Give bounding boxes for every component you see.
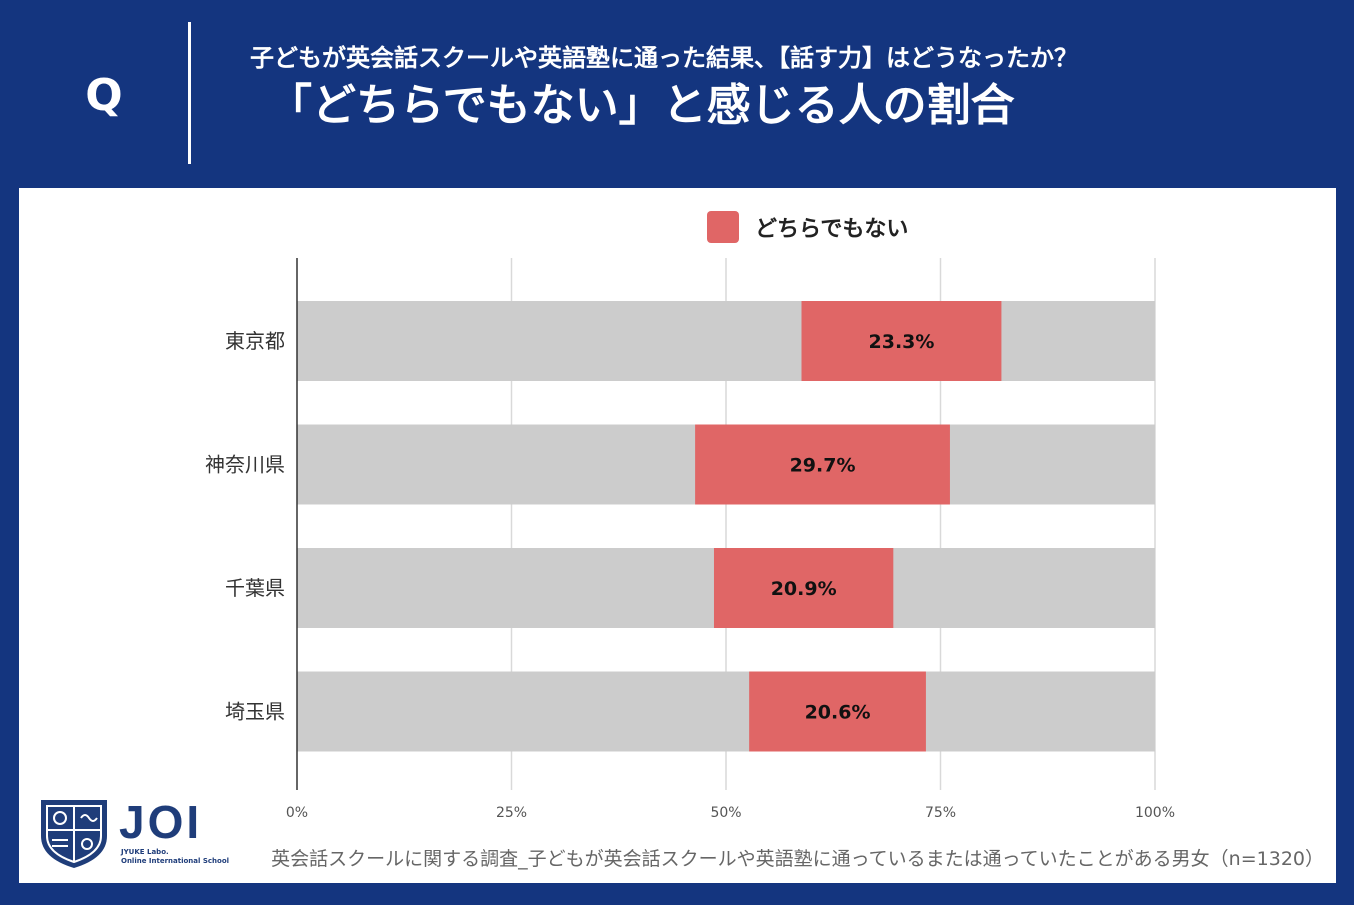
data-label: 29.7% bbox=[790, 455, 856, 477]
legend-swatch bbox=[707, 211, 739, 243]
tick-label: 0% bbox=[286, 805, 308, 821]
bar-chart: 23.3% 東京都 29.7% 神奈川県 20.9% 千葉県 20.6% 埼玉県 0% 25% 50… bbox=[205, 258, 1175, 821]
header-divider bbox=[188, 22, 191, 164]
bar-segment bbox=[749, 671, 926, 752]
category-label: 埼玉県 bbox=[225, 700, 285, 724]
footnote: 英会話スクールに関する調査_子どもが英会話スクールや英語塾に通っているまたは通っ… bbox=[271, 848, 1324, 870]
logo-text: JOI bbox=[119, 796, 203, 848]
tick-label: 50% bbox=[710, 805, 741, 821]
category-label: 東京都 bbox=[225, 329, 285, 353]
q-mark: Q bbox=[85, 70, 123, 121]
joi-crest-icon bbox=[41, 800, 107, 868]
chart-title: 「どちらでもない」と感じる人の割合 bbox=[268, 80, 1015, 131]
data-label: 23.3% bbox=[869, 331, 935, 353]
category-label: 千葉県 bbox=[225, 576, 285, 600]
bar-segment bbox=[695, 424, 950, 505]
bar-track bbox=[297, 671, 1155, 752]
joi-logo: JOI JYUKE Labo. Online International Sch… bbox=[37, 796, 229, 870]
tick-label: 75% bbox=[925, 805, 956, 821]
legend-label: どちらでもない bbox=[755, 217, 909, 242]
chart-panel: 23.3% 東京都 29.7% 神奈川県 20.9% 千葉県 20.6% 埼玉県 0% 25% 50… bbox=[19, 188, 1336, 883]
data-label: 20.9% bbox=[771, 578, 837, 600]
category-label: 神奈川県 bbox=[205, 453, 285, 477]
question-subtitle: 子どもが英会話スクールや英語塾に通った結果、【話す力】はどうなったか？ bbox=[250, 44, 1078, 72]
logo-subtext-2: Online International School bbox=[121, 857, 230, 865]
logo-subtext-1: JYUKE Labo. bbox=[121, 848, 169, 856]
header: Q 子どもが英会話スクールや英語塾に通った結果、【話す力】はどうなったか？ 「ど… bbox=[0, 0, 1354, 188]
bar-segment bbox=[713, 548, 894, 628]
tick-label: 25% bbox=[496, 805, 527, 821]
data-label: 20.6% bbox=[805, 702, 871, 724]
tick-label: 100% bbox=[1135, 805, 1175, 821]
bar-track bbox=[297, 301, 1155, 381]
bar-segment bbox=[801, 301, 1002, 381]
legend: どちらでもない bbox=[707, 210, 908, 244]
